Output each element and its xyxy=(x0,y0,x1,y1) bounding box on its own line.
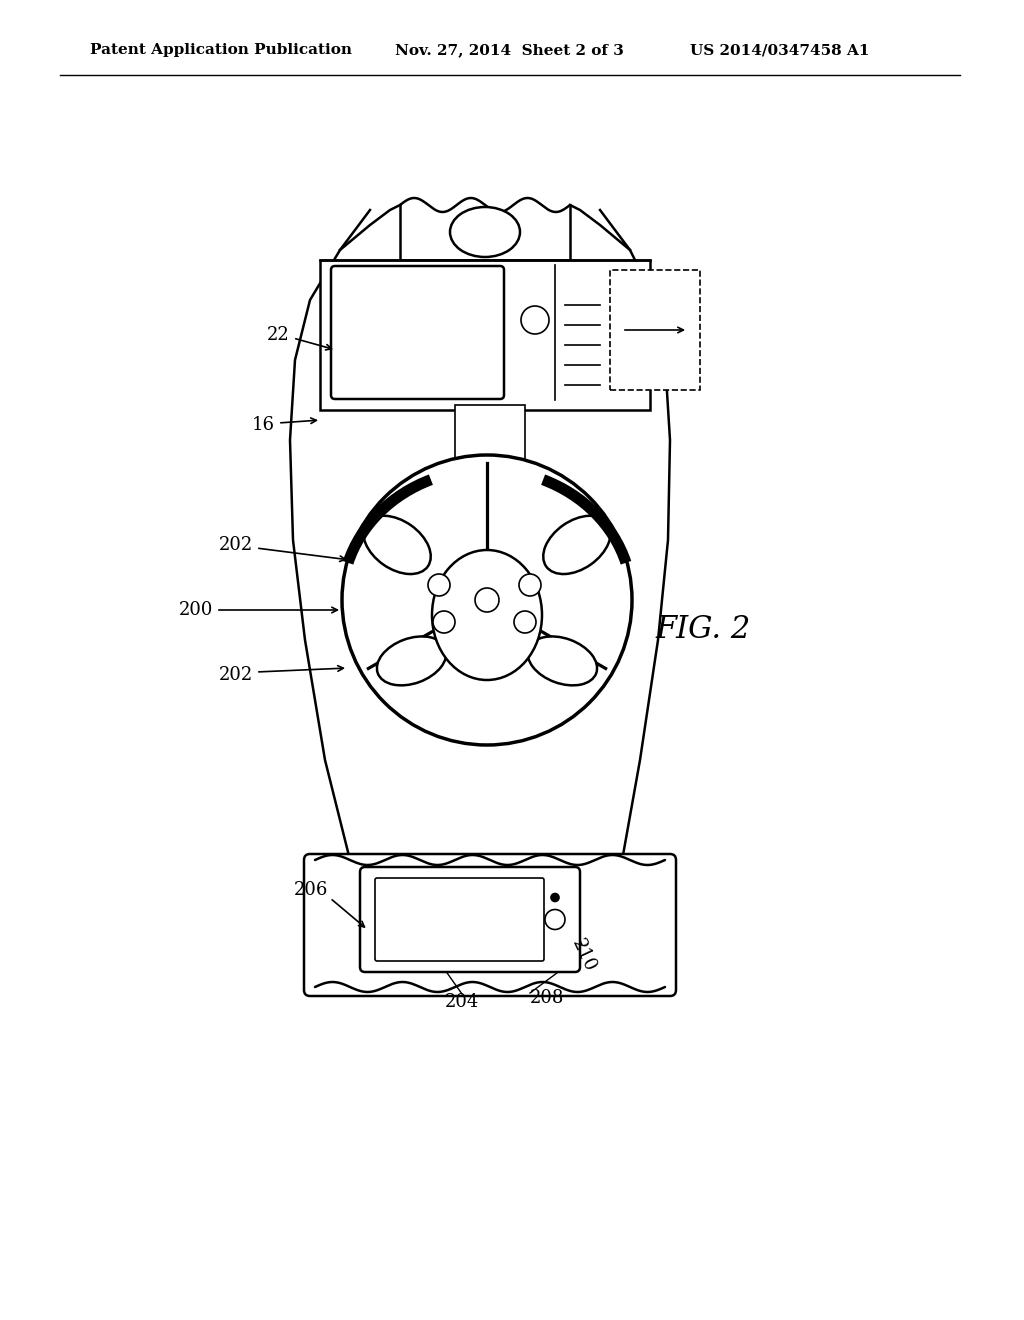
FancyBboxPatch shape xyxy=(360,867,580,972)
Circle shape xyxy=(514,611,536,634)
Text: FIG. 2: FIG. 2 xyxy=(655,615,751,645)
Ellipse shape xyxy=(544,516,610,574)
Circle shape xyxy=(545,909,565,929)
Text: 202: 202 xyxy=(219,667,253,684)
Text: US 2014/0347458 A1: US 2014/0347458 A1 xyxy=(690,44,869,57)
Bar xyxy=(610,271,700,389)
Circle shape xyxy=(449,562,525,638)
Ellipse shape xyxy=(377,636,446,685)
Bar xyxy=(455,405,525,459)
Text: 204: 204 xyxy=(444,993,479,1011)
Circle shape xyxy=(433,611,455,634)
Text: 202: 202 xyxy=(219,536,253,554)
Text: Patent Application Publication: Patent Application Publication xyxy=(90,44,352,57)
Ellipse shape xyxy=(432,550,542,680)
Text: Nov. 27, 2014  Sheet 2 of 3: Nov. 27, 2014 Sheet 2 of 3 xyxy=(395,44,624,57)
Circle shape xyxy=(521,306,549,334)
Ellipse shape xyxy=(450,207,520,257)
Ellipse shape xyxy=(364,516,431,574)
Ellipse shape xyxy=(527,636,597,685)
Circle shape xyxy=(342,455,632,744)
Text: 210: 210 xyxy=(568,936,599,974)
FancyBboxPatch shape xyxy=(304,854,676,997)
Circle shape xyxy=(551,894,559,902)
Circle shape xyxy=(475,587,499,612)
Text: 22: 22 xyxy=(267,326,290,345)
Text: 206: 206 xyxy=(294,880,328,899)
FancyBboxPatch shape xyxy=(331,267,504,399)
FancyBboxPatch shape xyxy=(375,878,544,961)
Circle shape xyxy=(428,574,450,597)
Text: 208: 208 xyxy=(530,989,564,1007)
Text: 16: 16 xyxy=(252,416,275,434)
Text: 200: 200 xyxy=(178,601,213,619)
Circle shape xyxy=(519,574,541,597)
Bar xyxy=(319,260,650,411)
